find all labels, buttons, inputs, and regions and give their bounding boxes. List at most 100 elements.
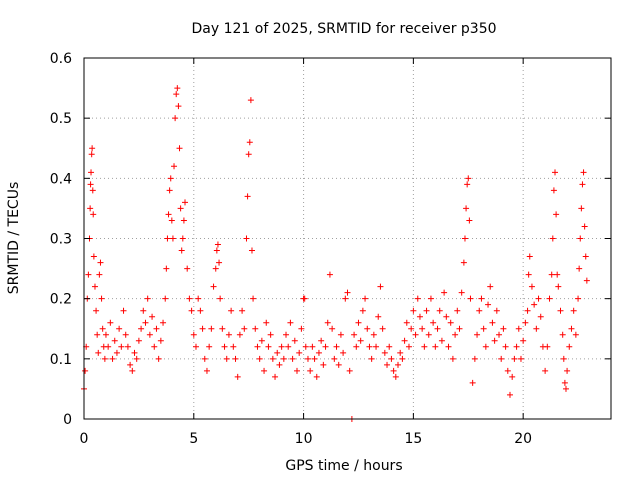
x-axis-label: GPS time / hours [285, 458, 402, 474]
data-point [122, 331, 129, 338]
data-point [217, 295, 224, 302]
data-point [425, 331, 432, 338]
data-point [373, 343, 380, 350]
x-tick-label: 15 [404, 431, 422, 447]
data-point [537, 313, 544, 320]
data-point [113, 349, 120, 356]
data-point [511, 355, 518, 362]
data-point [212, 265, 219, 272]
data-point [544, 343, 551, 350]
data-point [199, 325, 206, 332]
data-point [89, 187, 96, 194]
data-point [301, 295, 308, 302]
data-point [438, 337, 445, 344]
data-point [263, 319, 270, 326]
data-point [165, 211, 172, 218]
data-point [525, 271, 532, 278]
data-point [182, 199, 189, 206]
data-point [441, 289, 448, 296]
data-point [463, 205, 470, 212]
data-point [531, 301, 538, 308]
data-point [96, 271, 103, 278]
data-point [164, 235, 171, 242]
data-point [278, 343, 285, 350]
data-point [228, 307, 235, 314]
data-point [553, 211, 560, 218]
data-point [223, 355, 230, 362]
data-point [419, 325, 426, 332]
data-point [256, 355, 263, 362]
data-point [318, 337, 325, 344]
data-point [578, 205, 585, 212]
data-point [287, 319, 294, 326]
data-point [390, 367, 397, 374]
data-point [478, 295, 485, 302]
data-point [315, 349, 322, 356]
data-point [480, 325, 487, 332]
data-point [219, 325, 226, 332]
x-tick-label: 0 [80, 431, 89, 447]
y-tick-label: 0.4 [50, 171, 72, 187]
data-point [421, 343, 428, 350]
data-point [460, 259, 467, 266]
data-point [522, 319, 529, 326]
data-point [243, 235, 250, 242]
data-point [197, 307, 204, 314]
data-point [140, 307, 147, 314]
data-point [210, 283, 217, 290]
data-point [91, 283, 98, 290]
data-point [335, 361, 342, 368]
data-point [169, 235, 176, 242]
data-point [340, 349, 347, 356]
data-point [395, 361, 402, 368]
data-point [87, 205, 94, 212]
data-point [93, 307, 100, 314]
data-point [151, 343, 158, 350]
data-point [458, 289, 465, 296]
data-point [364, 325, 371, 332]
data-point [517, 355, 524, 362]
y-axis-label: SRMTID / TECUs [6, 182, 22, 295]
data-point [496, 331, 503, 338]
data-point [208, 325, 215, 332]
data-point [550, 187, 557, 194]
data-point [322, 343, 329, 350]
x-tick-label: 20 [514, 431, 532, 447]
data-point [203, 367, 210, 374]
data-point [146, 331, 153, 338]
data-point [304, 355, 311, 362]
data-point [180, 217, 187, 224]
data-point [298, 325, 305, 332]
data-point [172, 115, 179, 122]
data-point [580, 169, 587, 176]
data-point [561, 379, 568, 386]
data-point [397, 349, 404, 356]
data-point [201, 355, 208, 362]
chart-title: Day 121 of 2025, SRMTID for receiver p35… [191, 21, 496, 37]
data-point [291, 337, 298, 344]
data-point [549, 235, 556, 242]
data-point [90, 211, 97, 218]
data-point [241, 325, 248, 332]
data-point [144, 295, 151, 302]
data-point [85, 271, 92, 278]
data-point [576, 265, 583, 272]
data-point [176, 145, 183, 152]
data-point [160, 319, 167, 326]
data-point [469, 379, 476, 386]
data-point [476, 307, 483, 314]
data-point [351, 331, 358, 338]
data-point [232, 355, 239, 362]
data-point [155, 355, 162, 362]
data-point [445, 343, 452, 350]
data-point [274, 349, 281, 356]
data-point [506, 391, 513, 398]
data-point [370, 331, 377, 338]
data-point [583, 277, 590, 284]
data-point [261, 367, 268, 374]
data-point [564, 367, 571, 374]
data-point [94, 331, 101, 338]
data-point [466, 217, 473, 224]
data-point [269, 355, 276, 362]
